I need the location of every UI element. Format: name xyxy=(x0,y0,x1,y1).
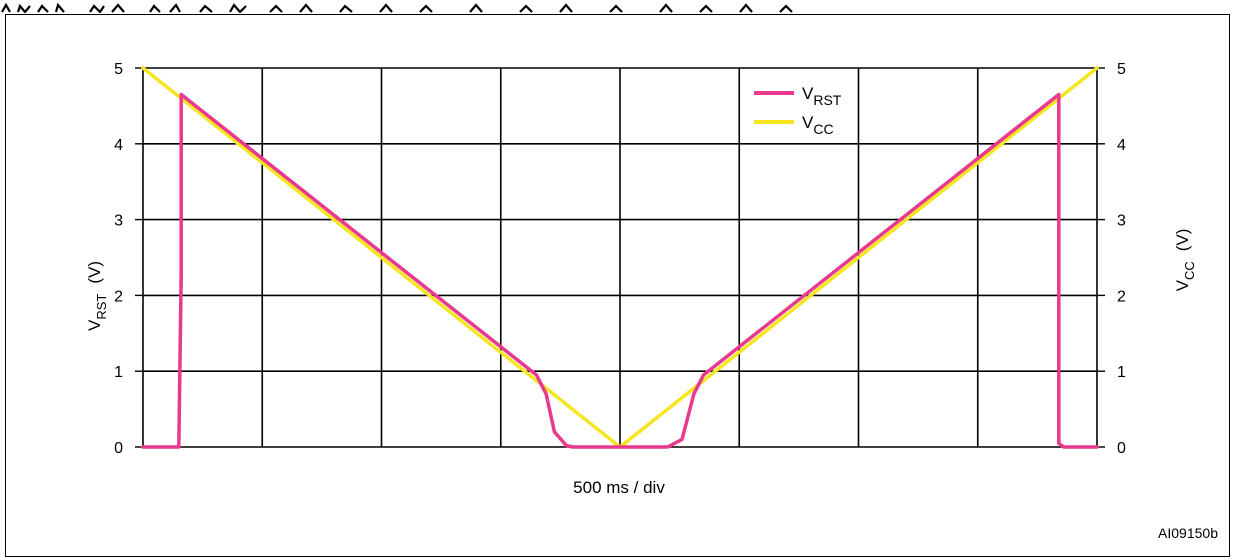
chart-grid xyxy=(142,67,1098,448)
y-tick-label-left: 4 xyxy=(114,137,123,154)
y-axis-left-title-main: V xyxy=(85,319,104,331)
y-axis-right-title-unit: (V) xyxy=(1173,229,1192,252)
y-tick-label-left: 0 xyxy=(114,440,123,457)
y-tick-label-left: 5 xyxy=(114,61,123,78)
y-axis-left-title-sub: RST xyxy=(94,294,109,320)
figure-reference-code: AI09150b xyxy=(1158,525,1218,541)
y-tick-label-right: 3 xyxy=(1117,213,1126,230)
y-axis-right-title-sub: CC xyxy=(1182,261,1197,280)
y-axis-left-ticks: 0 1 2 3 4 5 xyxy=(114,61,143,457)
series-line-vrst xyxy=(141,92,1099,449)
figure-frame xyxy=(5,14,1230,557)
svg-text:VRST(V): VRST (V) xyxy=(85,261,109,331)
chart-legend: VRST VCC xyxy=(754,84,842,137)
y-axis-right-ticks: 0 1 2 3 4 5 xyxy=(1097,61,1126,457)
y-tick-label-left: 3 xyxy=(114,213,123,230)
y-tick-label-right: 4 xyxy=(1117,137,1126,154)
y-axis-right-title-main: V xyxy=(1173,279,1192,291)
caption-text-fragment xyxy=(1,2,793,13)
y-tick-label-left: 1 xyxy=(114,364,123,381)
y-tick-label-right: 1 xyxy=(1117,364,1126,381)
svg-text:VCC(V): VCC (V) xyxy=(1173,229,1197,292)
y-tick-label-left: 2 xyxy=(114,288,123,305)
x-axis-title: 500 ms / div xyxy=(573,478,665,497)
y-axis-left-title: VRST (V) xyxy=(85,261,109,331)
y-tick-label-right: 2 xyxy=(1117,288,1126,305)
figure-caption-remnant xyxy=(0,0,820,13)
chart-series xyxy=(141,66,1099,449)
y-tick-label-right: 5 xyxy=(1117,61,1126,78)
legend-label-vrst: VRST xyxy=(802,84,842,108)
y-axis-right-title: VCC (V) xyxy=(1173,229,1197,292)
y-axis-left-title-unit: (V) xyxy=(85,261,104,284)
y-tick-label-right: 0 xyxy=(1117,440,1126,457)
legend-label-vcc: VCC xyxy=(802,113,834,137)
